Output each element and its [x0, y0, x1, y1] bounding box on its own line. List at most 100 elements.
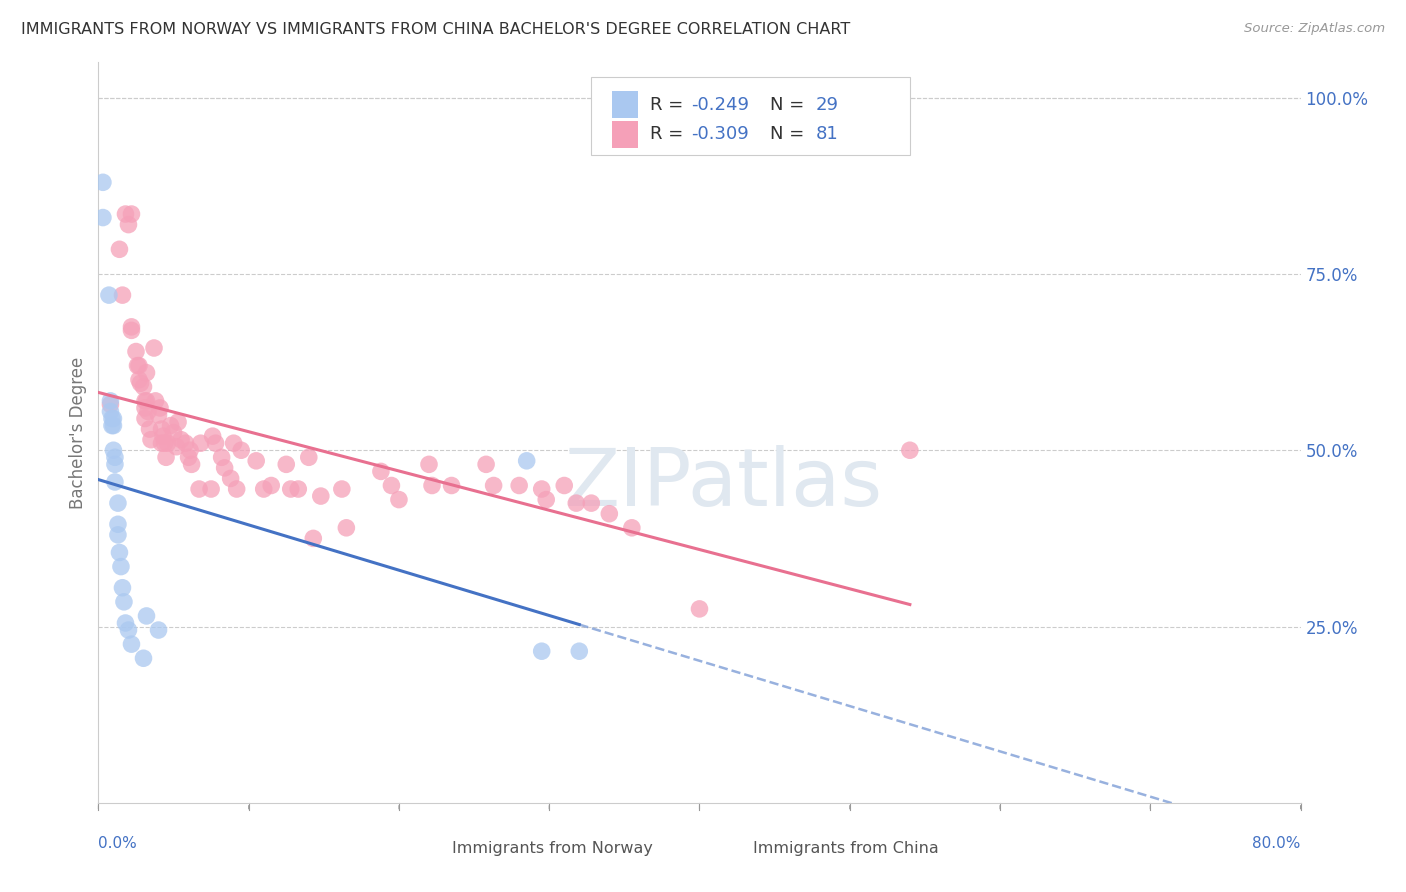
Point: [135, 609, 157, 624]
Point: [108, 242, 131, 256]
Point: [162, 425, 184, 440]
Point: [101, 411, 124, 425]
Point: [420, 478, 443, 492]
Point: [121, 319, 143, 334]
Point: [287, 482, 309, 496]
Point: [100, 404, 122, 418]
FancyBboxPatch shape: [592, 78, 910, 155]
Text: ZIPatlas: ZIPatlas: [564, 445, 883, 524]
Point: [260, 478, 283, 492]
Point: [100, 397, 122, 411]
Point: [418, 458, 440, 472]
Point: [201, 429, 224, 443]
Point: [330, 482, 353, 496]
Point: [138, 422, 160, 436]
Point: [91, 175, 114, 189]
Point: [253, 482, 276, 496]
Point: [117, 623, 139, 637]
Point: [100, 393, 122, 408]
Point: [143, 341, 166, 355]
Point: [516, 454, 538, 468]
Point: [97, 288, 120, 302]
Point: [135, 393, 157, 408]
Point: [152, 429, 174, 443]
Point: [121, 637, 143, 651]
Point: [475, 458, 498, 472]
Point: [134, 393, 156, 408]
Point: [121, 207, 143, 221]
Point: [276, 458, 298, 472]
Text: 0.0%: 0.0%: [98, 836, 138, 851]
Point: [388, 492, 411, 507]
Point: [104, 450, 127, 465]
Point: [166, 440, 188, 454]
Point: [135, 366, 157, 380]
Point: [145, 393, 167, 408]
Point: [309, 489, 332, 503]
Point: [225, 482, 247, 496]
Point: [898, 443, 921, 458]
Point: [620, 521, 643, 535]
Point: [370, 464, 392, 478]
Point: [688, 602, 710, 616]
Text: R =: R =: [650, 95, 689, 113]
Point: [103, 411, 125, 425]
Point: [128, 359, 150, 373]
Point: [114, 207, 136, 221]
Point: [134, 401, 156, 415]
Point: [581, 496, 603, 510]
Point: [188, 482, 211, 496]
Point: [214, 461, 236, 475]
Point: [231, 443, 253, 458]
Point: [530, 644, 553, 658]
Point: [136, 404, 159, 418]
Text: 80.0%: 80.0%: [1253, 836, 1301, 851]
Point: [280, 482, 302, 496]
Text: 29: 29: [815, 95, 839, 113]
Point: [134, 411, 156, 425]
Point: [149, 401, 172, 415]
Point: [148, 623, 170, 637]
Point: [150, 422, 173, 436]
Point: [139, 433, 162, 447]
Text: N =: N =: [770, 95, 810, 113]
Point: [190, 436, 212, 450]
Point: [153, 436, 176, 450]
Point: [534, 492, 557, 507]
Point: [129, 376, 152, 391]
Text: -0.309: -0.309: [692, 125, 749, 144]
Point: [108, 545, 131, 559]
Point: [103, 418, 125, 433]
Point: [132, 380, 155, 394]
FancyBboxPatch shape: [612, 121, 638, 147]
Text: IMMIGRANTS FROM NORWAY VS IMMIGRANTS FROM CHINA BACHELOR'S DEGREE CORRELATION CH: IMMIGRANTS FROM NORWAY VS IMMIGRANTS FRO…: [21, 22, 851, 37]
Point: [114, 615, 136, 630]
FancyBboxPatch shape: [711, 830, 744, 862]
Point: [150, 436, 173, 450]
Point: [132, 651, 155, 665]
Point: [121, 323, 143, 337]
Point: [568, 644, 591, 658]
Text: N =: N =: [770, 125, 810, 144]
Text: Source: ZipAtlas.com: Source: ZipAtlas.com: [1244, 22, 1385, 36]
Point: [440, 478, 463, 492]
Text: R =: R =: [650, 125, 689, 144]
Point: [204, 436, 226, 450]
Point: [177, 450, 200, 465]
Point: [103, 443, 125, 458]
Point: [155, 450, 177, 465]
Point: [530, 482, 553, 496]
Text: Immigrants from Norway: Immigrants from Norway: [453, 841, 654, 856]
Point: [380, 478, 402, 492]
Point: [111, 581, 134, 595]
Point: [110, 559, 132, 574]
Text: -0.249: -0.249: [692, 95, 749, 113]
Point: [302, 532, 325, 546]
Point: [128, 373, 150, 387]
Point: [101, 418, 124, 433]
Point: [200, 482, 222, 496]
Point: [107, 496, 129, 510]
Text: 81: 81: [815, 125, 839, 144]
FancyBboxPatch shape: [612, 91, 638, 118]
Point: [219, 471, 242, 485]
